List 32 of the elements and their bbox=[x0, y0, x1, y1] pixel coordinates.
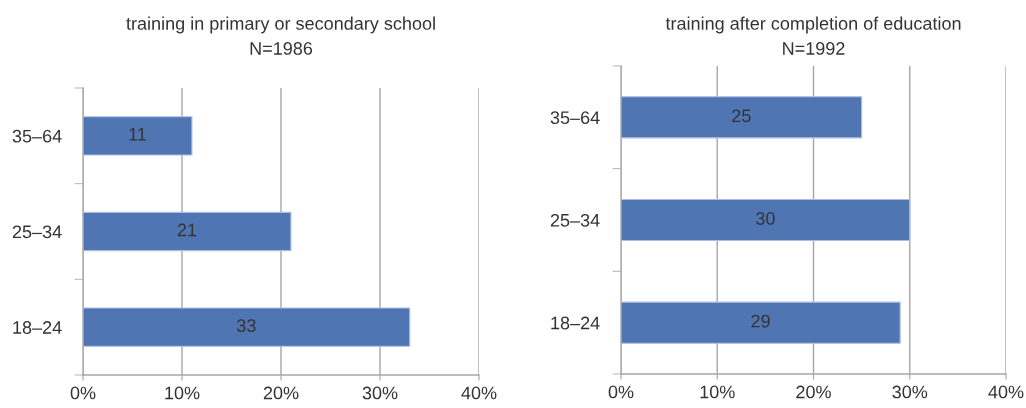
y-tick-label: 25–34 bbox=[550, 213, 600, 227]
x-tick-label: 30% bbox=[362, 386, 398, 400]
x-tick-label: 20% bbox=[796, 385, 831, 399]
data-label: 29 bbox=[751, 314, 770, 328]
x-tick-label: 40% bbox=[461, 386, 497, 400]
data-label: 11 bbox=[129, 128, 146, 141]
bar bbox=[621, 198, 911, 242]
bar bbox=[621, 301, 901, 344]
chart-title: training in primary or secondary school bbox=[126, 16, 435, 34]
x-tick-label: 0% bbox=[608, 385, 634, 399]
y-tick-label: 18–24 bbox=[13, 321, 62, 334]
x-tick-label: 30% bbox=[892, 385, 928, 399]
chart-subtitle: N=1992 bbox=[783, 42, 845, 55]
data-label: 33 bbox=[237, 319, 256, 333]
x-tick-label: 40% bbox=[988, 385, 1024, 399]
x-tick-label: 0% bbox=[70, 386, 96, 400]
bar bbox=[83, 211, 292, 252]
data-label: 30 bbox=[756, 212, 775, 225]
bar bbox=[83, 116, 193, 156]
x-tick-label: 10% bbox=[700, 385, 735, 399]
bar bbox=[83, 307, 411, 347]
chart-title: training after completion of education bbox=[665, 16, 961, 34]
x-tick-label: 20% bbox=[263, 386, 299, 400]
x-tick-label: 10% bbox=[165, 386, 200, 400]
y-tick-label: 35–64 bbox=[550, 111, 600, 125]
bar bbox=[621, 96, 863, 139]
y-tick-label: 35–64 bbox=[12, 129, 62, 143]
y-tick-label: 18–24 bbox=[551, 316, 600, 330]
data-label: 25 bbox=[732, 109, 751, 123]
chart-subtitle: N=1986 bbox=[250, 42, 313, 55]
y-tick-label: 25–34 bbox=[12, 225, 62, 239]
data-label: 21 bbox=[177, 223, 197, 237]
